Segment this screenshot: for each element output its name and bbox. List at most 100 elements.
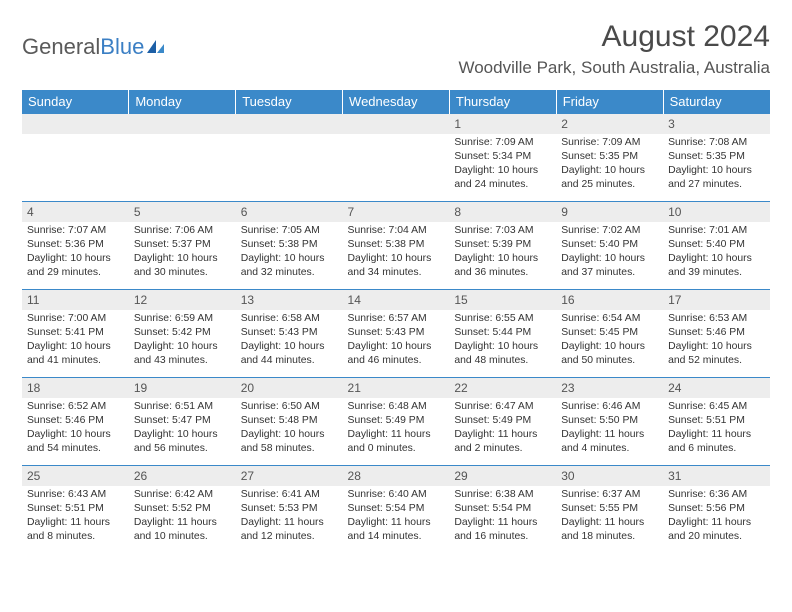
daylight-line: Daylight: 11 hours and 14 minutes.: [348, 516, 445, 544]
day-number: 9: [556, 202, 663, 222]
calendar-day-cell: 13Sunrise: 6:58 AMSunset: 5:43 PMDayligh…: [236, 290, 343, 378]
calendar-day-cell: 20Sunrise: 6:50 AMSunset: 5:48 PMDayligh…: [236, 378, 343, 466]
calendar-day-cell: 16Sunrise: 6:54 AMSunset: 5:45 PMDayligh…: [556, 290, 663, 378]
sunrise-line: Sunrise: 6:51 AM: [134, 400, 231, 414]
sunrise-line: Sunrise: 6:40 AM: [348, 488, 445, 502]
day-number: 17: [663, 290, 770, 310]
day-details: Sunrise: 7:01 AMSunset: 5:40 PMDaylight:…: [663, 222, 770, 284]
sunset-line: Sunset: 5:42 PM: [134, 326, 231, 340]
calendar-day-cell: 3Sunrise: 7:08 AMSunset: 5:35 PMDaylight…: [663, 114, 770, 202]
day-details: Sunrise: 7:06 AMSunset: 5:37 PMDaylight:…: [129, 222, 236, 284]
calendar-day-cell: 2Sunrise: 7:09 AMSunset: 5:35 PMDaylight…: [556, 114, 663, 202]
calendar-day-cell: 6Sunrise: 7:05 AMSunset: 5:38 PMDaylight…: [236, 202, 343, 290]
day-number: 16: [556, 290, 663, 310]
day-details: Sunrise: 6:43 AMSunset: 5:51 PMDaylight:…: [22, 486, 129, 548]
day-details: Sunrise: 6:40 AMSunset: 5:54 PMDaylight:…: [343, 486, 450, 548]
daylight-line: Daylight: 11 hours and 20 minutes.: [668, 516, 765, 544]
calendar-day-cell: 19Sunrise: 6:51 AMSunset: 5:47 PMDayligh…: [129, 378, 236, 466]
day-details: Sunrise: 7:05 AMSunset: 5:38 PMDaylight:…: [236, 222, 343, 284]
sunrise-line: Sunrise: 7:02 AM: [561, 224, 658, 238]
calendar-day-cell: 5Sunrise: 7:06 AMSunset: 5:37 PMDaylight…: [129, 202, 236, 290]
sunrise-line: Sunrise: 7:01 AM: [668, 224, 765, 238]
sunset-line: Sunset: 5:36 PM: [27, 238, 124, 252]
sunset-line: Sunset: 5:54 PM: [454, 502, 551, 516]
calendar-day-cell: [236, 114, 343, 202]
daylight-line: Daylight: 10 hours and 48 minutes.: [454, 340, 551, 368]
sunrise-line: Sunrise: 7:08 AM: [668, 136, 765, 150]
calendar-day-cell: 18Sunrise: 6:52 AMSunset: 5:46 PMDayligh…: [22, 378, 129, 466]
day-number: 31: [663, 466, 770, 486]
sunrise-line: Sunrise: 6:37 AM: [561, 488, 658, 502]
weekday-header: Monday: [129, 90, 236, 114]
day-number: 23: [556, 378, 663, 398]
sunset-line: Sunset: 5:49 PM: [348, 414, 445, 428]
sunrise-line: Sunrise: 6:59 AM: [134, 312, 231, 326]
day-number: 30: [556, 466, 663, 486]
day-details: Sunrise: 6:36 AMSunset: 5:56 PMDaylight:…: [663, 486, 770, 548]
sunset-line: Sunset: 5:35 PM: [668, 150, 765, 164]
sunset-line: Sunset: 5:46 PM: [668, 326, 765, 340]
sunset-line: Sunset: 5:40 PM: [668, 238, 765, 252]
day-number: 29: [449, 466, 556, 486]
sunset-line: Sunset: 5:54 PM: [348, 502, 445, 516]
day-number: 1: [449, 114, 556, 134]
sunrise-line: Sunrise: 6:55 AM: [454, 312, 551, 326]
day-number: 4: [22, 202, 129, 222]
daylight-line: Daylight: 11 hours and 8 minutes.: [27, 516, 124, 544]
calendar-week-row: 1Sunrise: 7:09 AMSunset: 5:34 PMDaylight…: [22, 114, 770, 202]
day-details: Sunrise: 6:54 AMSunset: 5:45 PMDaylight:…: [556, 310, 663, 372]
daylight-line: Daylight: 11 hours and 4 minutes.: [561, 428, 658, 456]
day-details: Sunrise: 6:52 AMSunset: 5:46 PMDaylight:…: [22, 398, 129, 460]
sunrise-line: Sunrise: 7:00 AM: [27, 312, 124, 326]
daylight-line: Daylight: 10 hours and 29 minutes.: [27, 252, 124, 280]
day-details: Sunrise: 6:55 AMSunset: 5:44 PMDaylight:…: [449, 310, 556, 372]
day-number: 13: [236, 290, 343, 310]
day-details: Sunrise: 6:45 AMSunset: 5:51 PMDaylight:…: [663, 398, 770, 460]
sunset-line: Sunset: 5:48 PM: [241, 414, 338, 428]
sunset-line: Sunset: 5:51 PM: [668, 414, 765, 428]
weekday-header: Sunday: [22, 90, 129, 114]
sunset-line: Sunset: 5:45 PM: [561, 326, 658, 340]
sunset-line: Sunset: 5:40 PM: [561, 238, 658, 252]
title-block: August 2024 Woodville Park, South Austra…: [458, 20, 770, 84]
day-number: 25: [22, 466, 129, 486]
sunrise-line: Sunrise: 7:09 AM: [454, 136, 551, 150]
sunset-line: Sunset: 5:38 PM: [348, 238, 445, 252]
weekday-header: Saturday: [663, 90, 770, 114]
day-details: Sunrise: 6:42 AMSunset: 5:52 PMDaylight:…: [129, 486, 236, 548]
daylight-line: Daylight: 10 hours and 58 minutes.: [241, 428, 338, 456]
day-number: 6: [236, 202, 343, 222]
day-number: 3: [663, 114, 770, 134]
weekday-header: Tuesday: [236, 90, 343, 114]
sunrise-line: Sunrise: 6:47 AM: [454, 400, 551, 414]
sunrise-line: Sunrise: 7:06 AM: [134, 224, 231, 238]
day-details: Sunrise: 7:08 AMSunset: 5:35 PMDaylight:…: [663, 134, 770, 196]
daylight-line: Daylight: 10 hours and 37 minutes.: [561, 252, 658, 280]
daylight-line: Daylight: 10 hours and 39 minutes.: [668, 252, 765, 280]
empty-daynum: [22, 114, 129, 134]
daylight-line: Daylight: 10 hours and 46 minutes.: [348, 340, 445, 368]
day-number: 28: [343, 466, 450, 486]
daylight-line: Daylight: 10 hours and 25 minutes.: [561, 164, 658, 192]
calendar-day-cell: 1Sunrise: 7:09 AMSunset: 5:34 PMDaylight…: [449, 114, 556, 202]
day-details: Sunrise: 7:09 AMSunset: 5:34 PMDaylight:…: [449, 134, 556, 196]
sunset-line: Sunset: 5:37 PM: [134, 238, 231, 252]
sunset-line: Sunset: 5:49 PM: [454, 414, 551, 428]
calendar-day-cell: 24Sunrise: 6:45 AMSunset: 5:51 PMDayligh…: [663, 378, 770, 466]
calendar-day-cell: 26Sunrise: 6:42 AMSunset: 5:52 PMDayligh…: [129, 466, 236, 554]
weekday-header: Wednesday: [343, 90, 450, 114]
day-details: Sunrise: 6:58 AMSunset: 5:43 PMDaylight:…: [236, 310, 343, 372]
day-number: 7: [343, 202, 450, 222]
daylight-line: Daylight: 11 hours and 6 minutes.: [668, 428, 765, 456]
calendar-day-cell: [22, 114, 129, 202]
calendar-week-row: 4Sunrise: 7:07 AMSunset: 5:36 PMDaylight…: [22, 202, 770, 290]
daylight-line: Daylight: 11 hours and 0 minutes.: [348, 428, 445, 456]
logo: GeneralBlue: [22, 34, 166, 60]
calendar-week-row: 18Sunrise: 6:52 AMSunset: 5:46 PMDayligh…: [22, 378, 770, 466]
sunset-line: Sunset: 5:46 PM: [27, 414, 124, 428]
calendar-day-cell: [129, 114, 236, 202]
day-details: Sunrise: 6:59 AMSunset: 5:42 PMDaylight:…: [129, 310, 236, 372]
daylight-line: Daylight: 10 hours and 56 minutes.: [134, 428, 231, 456]
sunset-line: Sunset: 5:51 PM: [27, 502, 124, 516]
logo-sail-icon: [146, 39, 166, 55]
